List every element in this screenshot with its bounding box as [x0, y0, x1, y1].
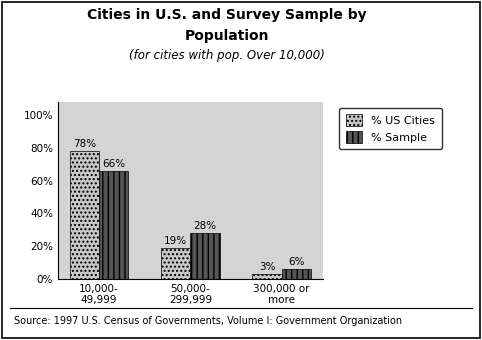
Text: 6%: 6% [288, 257, 305, 267]
Text: Population: Population [184, 29, 269, 43]
Text: 78%: 78% [73, 139, 96, 149]
Bar [161, 248, 190, 279]
Bar [190, 233, 220, 279]
Bar [253, 274, 281, 279]
Text: 66%: 66% [102, 159, 125, 169]
Text: 28%: 28% [193, 221, 216, 231]
Text: Cities in U.S. and Survey Sample by: Cities in U.S. and Survey Sample by [87, 8, 366, 22]
Text: 3%: 3% [259, 262, 275, 272]
Text: Source: 1997 U.S. Census of Governments, Volume I: Government Organization: Source: 1997 U.S. Census of Governments,… [14, 316, 402, 326]
Text: 19%: 19% [164, 236, 187, 246]
Text: (for cities with pop. Over 10,000): (for cities with pop. Over 10,000) [129, 49, 324, 62]
Bar [99, 171, 128, 279]
Legend: % US Cities, % Sample: % US Cities, % Sample [339, 107, 442, 149]
Bar [281, 269, 311, 279]
Bar [70, 151, 99, 279]
